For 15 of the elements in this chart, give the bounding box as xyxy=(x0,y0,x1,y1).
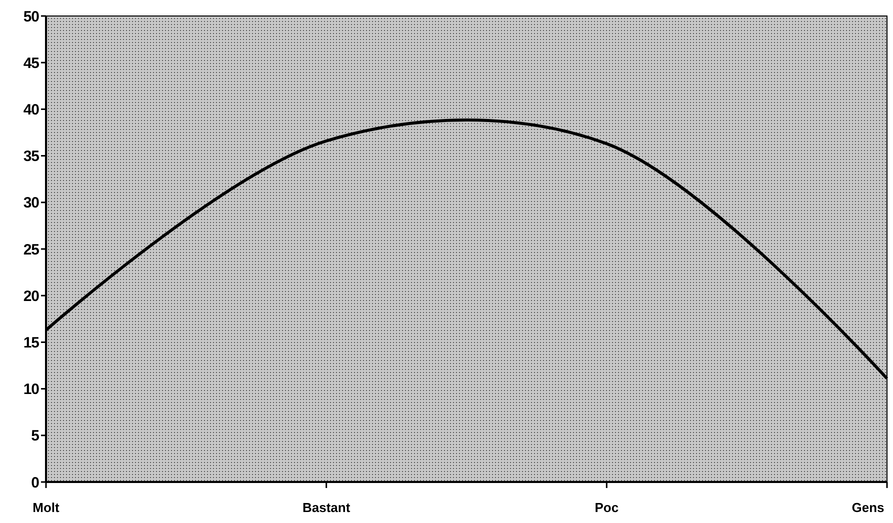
y-tick-label: 0 xyxy=(31,474,40,492)
x-tick-label: Molt xyxy=(32,500,60,515)
y-tick-label: 45 xyxy=(23,54,40,72)
y-tick-label: 20 xyxy=(23,288,40,305)
y-tick-label: 30 xyxy=(23,194,40,212)
y-tick-label: 35 xyxy=(23,148,40,166)
x-tick-label: Bastant xyxy=(302,500,351,515)
y-tick-label: 50 xyxy=(23,8,40,26)
y-tick-label: 10 xyxy=(23,381,40,398)
x-tick-label: Gens xyxy=(852,500,884,515)
y-tick-label: 25 xyxy=(23,241,40,258)
y-tick-label: 5 xyxy=(31,428,40,445)
y-tick-label: 15 xyxy=(23,334,40,352)
y-tick-label: 40 xyxy=(23,101,40,118)
x-tick-label: Poc xyxy=(594,500,619,515)
